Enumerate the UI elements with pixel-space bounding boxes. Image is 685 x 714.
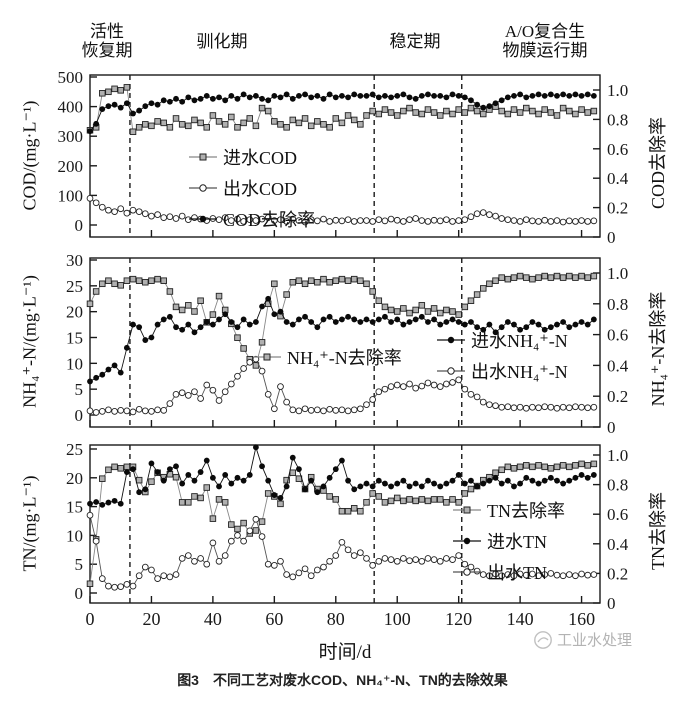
y-axis-title-tn: TN/(mg·L⁻¹) [19, 475, 40, 572]
svg-text:20: 20 [66, 469, 83, 488]
svg-text:200: 200 [58, 157, 84, 176]
x-axis-title: 时间/d [318, 642, 372, 663]
svg-text:15: 15 [66, 498, 83, 517]
svg-text:0: 0 [86, 609, 95, 629]
svg-text:20: 20 [142, 609, 160, 629]
svg-text:0.2: 0.2 [607, 199, 628, 218]
legend-item-influent-tn: 进水TN [452, 528, 565, 554]
legend-label: 出水NH₄⁺-N [471, 362, 568, 382]
svg-text:0: 0 [607, 228, 616, 247]
figure-caption: 图3 不同工艺对废水COD、NH₄⁺-N、TN的去除效果 [177, 672, 508, 688]
svg-text:0.4: 0.4 [607, 169, 629, 188]
phase-label-acclimation: 驯化期 [196, 32, 248, 51]
svg-text:40: 40 [204, 609, 222, 629]
svg-text:300: 300 [58, 127, 84, 146]
legend-tn: TN去除率 进水TN 出水TN [452, 497, 565, 585]
legend-nh4n: 进水NH₄⁺-N 出水NH₄⁺-N [436, 327, 568, 384]
svg-text:0: 0 [607, 594, 616, 613]
watermark: 工业水处理 [533, 629, 632, 650]
svg-text:1.0: 1.0 [607, 81, 628, 100]
svg-text:500: 500 [58, 68, 84, 87]
svg-text:0.8: 0.8 [607, 110, 628, 129]
svg-text:100: 100 [384, 609, 411, 629]
svg-text:0: 0 [75, 216, 84, 235]
square-marker-icon [453, 506, 481, 514]
svg-text:0.2: 0.2 [607, 387, 628, 406]
open-circle-marker-icon [453, 568, 481, 576]
svg-text:160: 160 [568, 609, 595, 629]
svg-text:400: 400 [58, 98, 84, 117]
legend-label: 进水NH₄⁺-N [471, 331, 568, 351]
svg-text:0.8: 0.8 [607, 295, 628, 314]
svg-text:60: 60 [265, 609, 283, 629]
svg-text:25: 25 [66, 277, 83, 296]
phase-label-ao-biofilm: A/O复合生 物膜运行期 [502, 22, 588, 60]
open-circle-marker-icon [437, 367, 465, 375]
svg-text:0.2: 0.2 [607, 564, 628, 583]
legend-label: 进水COD [223, 148, 298, 168]
phase-label-stable: 稳定期 [389, 32, 441, 51]
legend-label: TN去除率 [487, 501, 565, 521]
svg-text:0: 0 [607, 418, 616, 437]
svg-text:0.6: 0.6 [607, 505, 628, 524]
legend-item-effluent-nh4n: 出水NH₄⁺-N [436, 358, 568, 384]
open-circle-marker-icon [189, 184, 217, 192]
svg-text:120: 120 [445, 609, 472, 629]
svg-text:0: 0 [75, 584, 84, 603]
svg-text:0.8: 0.8 [607, 476, 628, 495]
y-axis-title-tn-removal: TN去除率 [648, 492, 668, 570]
watermark-logo-icon [534, 630, 552, 649]
legend-label: 进水TN [487, 532, 547, 552]
legend-item-influent-nh4n: 进水NH₄⁺-N [436, 327, 568, 353]
svg-text:140: 140 [507, 609, 534, 629]
svg-text:25: 25 [66, 440, 83, 459]
svg-text:1.0: 1.0 [607, 446, 628, 465]
legend-item-cod-removal: COD去除率 [188, 206, 315, 232]
legend-label: 出水TN [487, 563, 547, 583]
svg-text:5: 5 [75, 555, 84, 574]
square-marker-icon [189, 153, 217, 161]
legend-label: COD去除率 [223, 210, 316, 230]
svg-text:1.0: 1.0 [607, 264, 628, 283]
svg-text:80: 80 [327, 609, 345, 629]
square-marker-icon [253, 353, 281, 361]
legend-cod: 进水COD 出水COD COD去除率 [188, 144, 315, 232]
filled-circle-marker-icon [437, 336, 465, 344]
svg-text:0.6: 0.6 [607, 326, 628, 345]
filled-circle-marker-icon [453, 537, 481, 545]
legend-label: NH₄⁺-N去除率 [287, 348, 402, 368]
svg-text:10: 10 [66, 354, 83, 373]
svg-text:0.4: 0.4 [607, 535, 629, 554]
legend-item-tn-removal: TN去除率 [452, 497, 565, 523]
svg-text:10: 10 [66, 526, 83, 545]
legend-item-effluent-cod: 出水COD [188, 175, 315, 201]
legend-item-effluent-tn: 出水TN [452, 559, 565, 585]
legend-item-influent-cod: 进水COD [188, 144, 315, 170]
phase-label-recovery: 活性 恢复期 [81, 22, 133, 60]
svg-text:5: 5 [75, 380, 84, 399]
svg-text:15: 15 [66, 329, 83, 348]
legend-label: 出水COD [223, 179, 298, 199]
svg-text:0: 0 [75, 406, 84, 425]
legend-item-nh4n-removal: NH₄⁺-N去除率 [252, 344, 402, 370]
svg-text:100: 100 [58, 186, 84, 205]
svg-text:30: 30 [66, 251, 83, 270]
svg-text:0.6: 0.6 [607, 140, 628, 159]
svg-text:20: 20 [66, 303, 83, 322]
svg-text:0.4: 0.4 [607, 356, 629, 375]
watermark-text: 工业水处理 [557, 632, 633, 649]
filled-circle-marker-icon [189, 215, 217, 223]
